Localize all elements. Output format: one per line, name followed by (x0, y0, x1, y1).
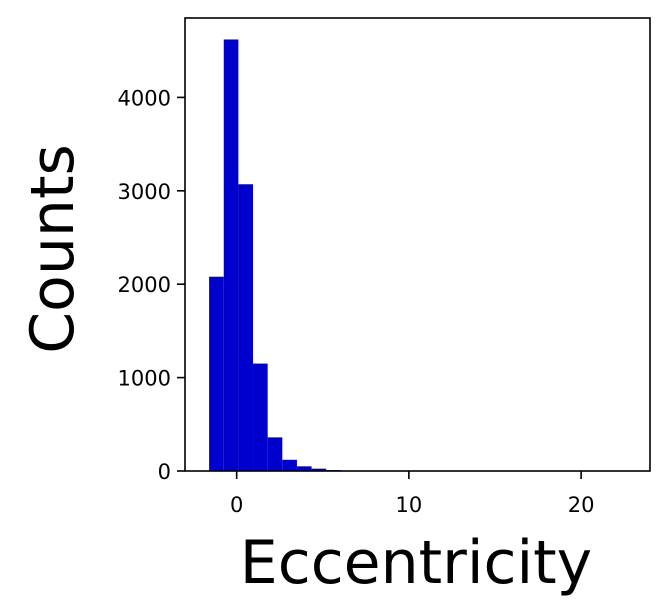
histogram-bar (253, 363, 268, 471)
y-tick-label: 3000 (118, 180, 171, 204)
histogram-bar (223, 39, 239, 471)
x-tick-label: 20 (568, 493, 595, 517)
y-tick-label: 1000 (118, 367, 171, 391)
x-tick-label: 10 (396, 493, 423, 517)
plot-frame (184, 17, 651, 472)
y-tick-label: 0 (158, 460, 171, 484)
histogram-bar (282, 459, 297, 471)
histogram-bar (296, 466, 312, 471)
histogram-bar (311, 468, 327, 471)
histogram-bar (209, 276, 224, 471)
y-tick-label: 4000 (118, 86, 171, 110)
x-axis-label: Eccentricity (240, 528, 592, 598)
histogram-bar (238, 184, 254, 471)
histogram-bar (267, 437, 283, 471)
x-axis-ticks: 0 10 20 (230, 471, 594, 517)
y-axis-ticks: 0 1000 2000 3000 4000 (118, 86, 185, 484)
y-axis-label: Counts (18, 144, 88, 353)
y-tick-label: 2000 (118, 273, 171, 297)
x-tick-label: 0 (230, 493, 243, 517)
histogram-bars (209, 39, 400, 471)
